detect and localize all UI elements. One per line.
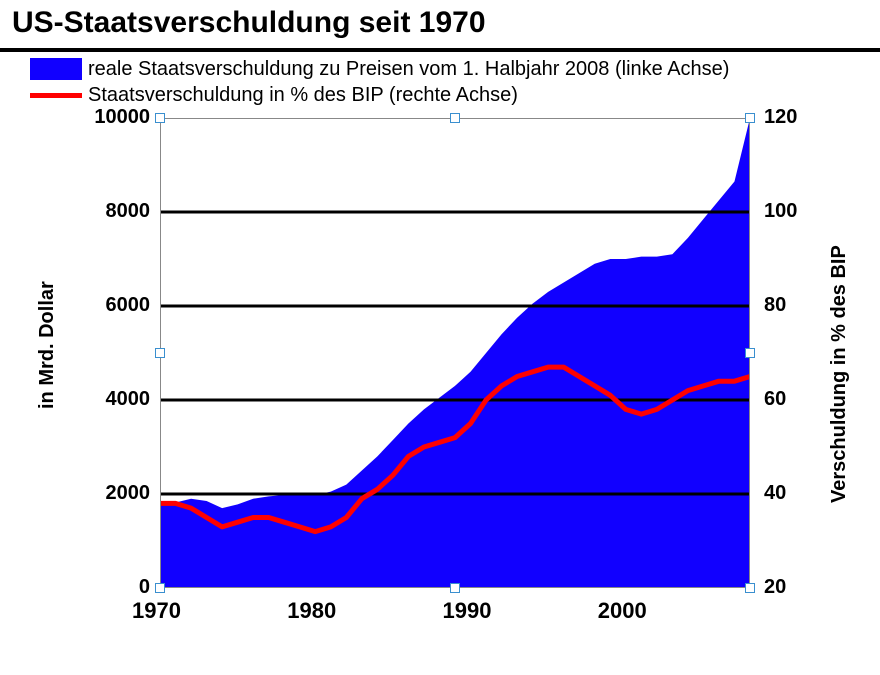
xtick: 1990: [443, 598, 492, 624]
selection-handle[interactable]: [155, 113, 165, 123]
xtick: 1970: [132, 598, 181, 624]
ytick-left: 8000: [106, 200, 151, 223]
legend-swatch-area: [30, 58, 82, 80]
selection-handle[interactable]: [745, 583, 755, 593]
ytick-right: 20: [764, 576, 786, 599]
y-axis-left-label: in Mrd. Dollar: [36, 282, 59, 410]
ytick-right: 40: [764, 482, 786, 505]
ytick-left: 2000: [106, 482, 151, 505]
ytick-left: 4000: [106, 388, 151, 411]
chart-title: US-Staatsverschuldung seit 1970: [12, 6, 486, 40]
selection-handle[interactable]: [745, 348, 755, 358]
ytick-left: 0: [139, 576, 150, 599]
selection-handle[interactable]: [155, 348, 165, 358]
plot-area: [160, 118, 750, 588]
plot-svg: [160, 118, 750, 588]
selection-handle[interactable]: [450, 113, 460, 123]
legend-label-line: Staatsverschuldung in % des BIP (rechte …: [88, 82, 518, 108]
y-axis-right-label: Verschuldung in % des BIP: [828, 246, 851, 504]
ytick-right: 100: [764, 200, 797, 223]
legend: reale Staatsverschuldung zu Preisen vom …: [30, 56, 729, 108]
selection-handle[interactable]: [450, 583, 460, 593]
xtick: 1980: [287, 598, 336, 624]
legend-item-area: reale Staatsverschuldung zu Preisen vom …: [30, 56, 729, 82]
xtick: 2000: [598, 598, 647, 624]
legend-swatch-line: [30, 93, 82, 98]
ytick-right: 80: [764, 294, 786, 317]
selection-handle[interactable]: [155, 583, 165, 593]
legend-item-line: Staatsverschuldung in % des BIP (rechte …: [30, 82, 729, 108]
ytick-left: 10000: [94, 106, 150, 129]
legend-label-area: reale Staatsverschuldung zu Preisen vom …: [88, 56, 729, 82]
ytick-left: 6000: [106, 294, 151, 317]
chart-stage: US-Staatsverschuldung seit 1970 reale St…: [0, 0, 880, 675]
selection-handle[interactable]: [745, 113, 755, 123]
title-rule: [0, 48, 880, 52]
ytick-right: 60: [764, 388, 786, 411]
ytick-right: 120: [764, 106, 797, 129]
